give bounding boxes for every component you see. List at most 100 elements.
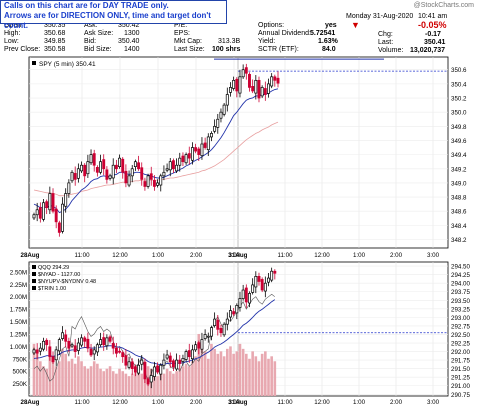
volume-bar [35,353,39,396]
volume-bar [102,371,106,396]
candle-body [70,171,74,182]
candle-body [105,169,109,180]
y-tick-label: 292.75 [451,323,470,330]
candle-body [35,349,39,354]
volume-tick-label: 1.75M [10,307,27,314]
y-tick-label: 293.25 [451,306,470,313]
volume-bar [232,353,235,396]
candle-body [76,168,80,179]
low-value: 349.85 [44,38,66,45]
volume-bar [229,346,232,396]
candle-body [130,361,134,370]
volume-bar [96,363,99,396]
volume-value: 13,020,737 [410,47,446,54]
volume-tick-label: 2.25M [10,282,27,289]
candle-body [210,133,213,138]
y-tick-label: 349.8 [451,124,467,131]
volume-bar [108,366,112,396]
volume-bar [45,368,48,396]
candle-body [203,334,207,339]
y-tick-label: 292.00 [451,349,470,356]
candle-body [152,180,156,187]
last-value: 350.41 [424,39,446,46]
candle-body [140,167,144,180]
y-tick-label: 291.50 [451,366,470,373]
open-label: Open: [4,22,24,29]
volume-bar [251,351,254,396]
candle-body [54,349,58,361]
candle-body [235,78,239,92]
bid-value: 350.40 [118,38,140,45]
volume-bar [184,363,188,396]
candle-body [133,161,137,167]
volume-tick-label: 1.25M [10,331,27,338]
volume-bar [187,366,191,396]
candle-body [35,209,39,216]
x-tick-label: 2:00 [190,252,203,259]
y-tick-label: 350.2 [451,96,467,103]
candle-body [89,348,93,356]
volume-bar [172,373,175,396]
candle-body [251,86,255,92]
candle-body [187,153,191,159]
candle-body [162,171,166,177]
annual-dividend-value: 5.72541 [310,30,336,37]
candle-body [38,207,42,219]
candle-body [70,344,74,347]
candle-body [83,164,87,177]
candle-body [111,164,115,179]
candle-body [213,318,217,326]
candle-body [86,338,90,349]
spy-price-panel: 350.6 350.4 350.2 350.0 349.8 349.6 349.4 349.2… [21,56,467,259]
candle-body [80,164,83,172]
sctr-label: SCTR (ETF): [258,46,299,53]
candle-body [102,337,106,346]
sctr-value: 84.0 [322,46,336,53]
candle-body [95,344,99,353]
candle-body [86,161,90,175]
yield-value: 1.63% [318,38,338,45]
candle-body [121,352,125,358]
candle-body [42,340,45,350]
legend-label: $NYUPV-$NYDNV 0.48 [38,279,96,285]
candle-body [76,342,80,351]
candle-body [99,161,102,173]
candle-body [146,378,150,385]
candle-body [45,201,49,209]
candle-body [114,164,118,170]
candle-body [197,342,201,349]
annual-dividend-label: Annual Dividend: [258,30,311,37]
candle-body [137,162,141,170]
x-tick-label: 1:00 [152,252,165,259]
candle-body [178,157,182,166]
y-tick-label: 348.4 [451,223,467,230]
volume-bar [153,373,156,396]
y-tick-label: 294.50 [451,264,470,271]
quote-date: Monday 31-Aug-2020 [346,13,414,20]
volume-bar [222,356,226,396]
candle-body [73,345,77,352]
candle-body [225,94,229,106]
candle-body [162,359,166,366]
candle-body [45,339,49,346]
candle-body [181,358,185,362]
pe-label: P/E: [174,22,188,29]
legend-swatch [32,61,36,65]
candle-body [57,222,61,233]
volume-tick-label: 750K [13,356,28,363]
candle-body [244,67,248,74]
volume-bar [248,358,251,396]
y-tick-label: 290.75 [451,392,470,399]
volume-bar [54,366,58,396]
volume-tick-label: 500K [13,369,28,376]
candle-body [171,160,175,170]
volume-bar [99,368,102,396]
candle-body [54,208,58,223]
y-tick-label: 291.75 [451,358,470,365]
watermark: @StockCharts.com [413,2,474,9]
x-tick-label: 2:00 [390,252,403,259]
volume-bar [118,368,121,396]
y-tick-label: 350.4 [451,81,467,88]
candle-body [238,76,242,94]
volume-bar [80,361,83,396]
